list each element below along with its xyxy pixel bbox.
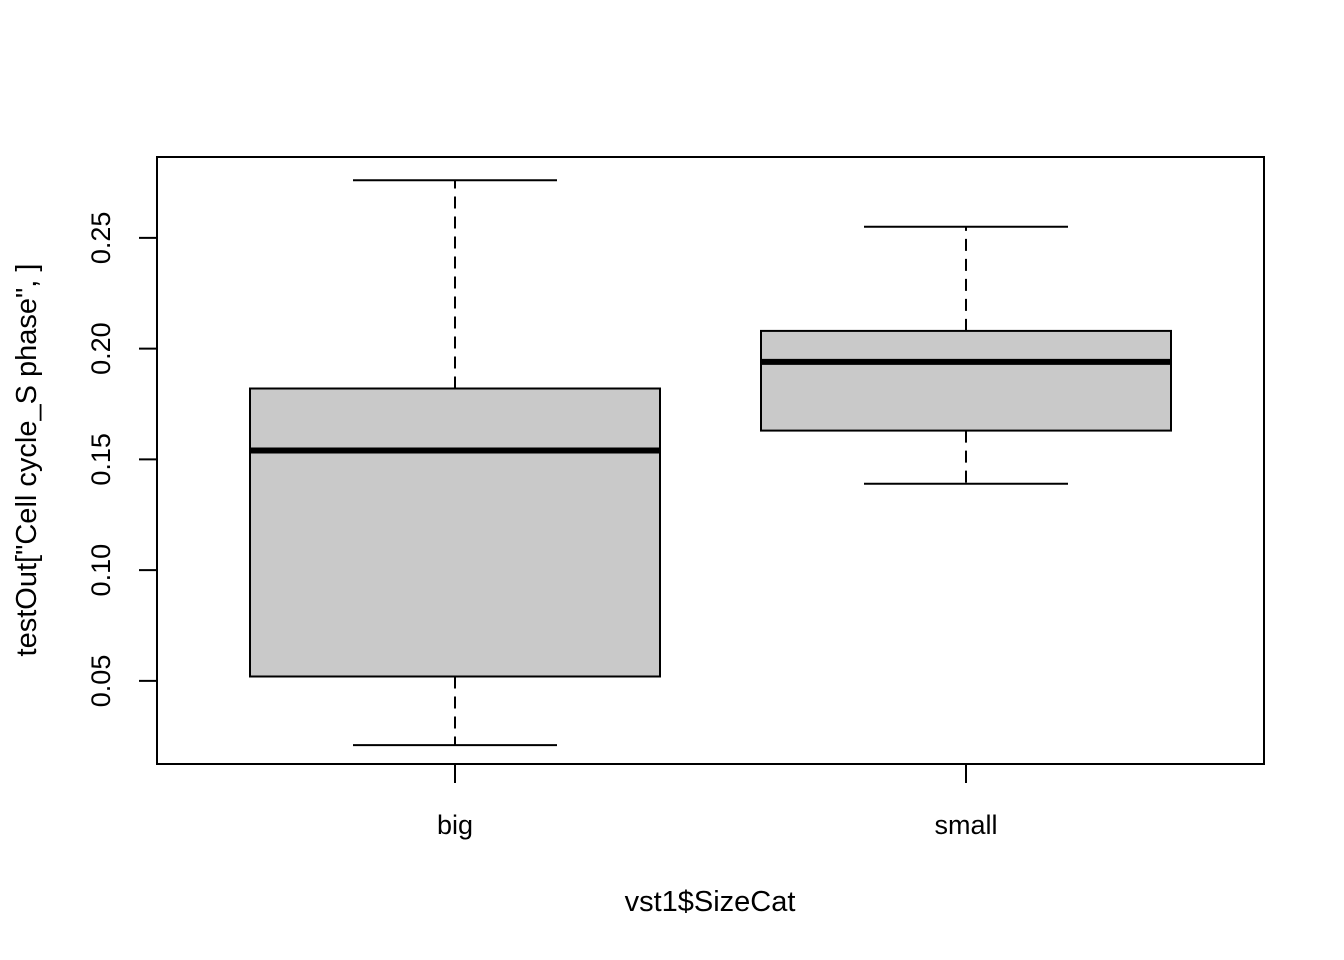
y-axis-label: testOut["Cell cycle_S phase", ] xyxy=(11,264,43,657)
iqr-box xyxy=(249,387,661,678)
y-tick-label: 0.20 xyxy=(86,322,116,375)
iqr-box xyxy=(760,329,1172,432)
box-small xyxy=(760,225,1172,485)
y-tick-label: 0.05 xyxy=(86,655,116,708)
boxes-group xyxy=(249,179,1172,747)
x-axis-label: vst1$SizeCat xyxy=(625,886,796,918)
y-tick-label: 0.25 xyxy=(86,212,116,265)
x-tick-label: small xyxy=(934,810,997,840)
box-big xyxy=(249,179,661,747)
x-axis: big small xyxy=(437,764,998,840)
y-tick-label: 0.10 xyxy=(86,544,116,597)
y-axis: 0.05 0.10 0.15 0.20 0.25 xyxy=(86,212,158,708)
x-tick-label: big xyxy=(437,810,473,840)
y-tick-label: 0.15 xyxy=(86,433,116,486)
